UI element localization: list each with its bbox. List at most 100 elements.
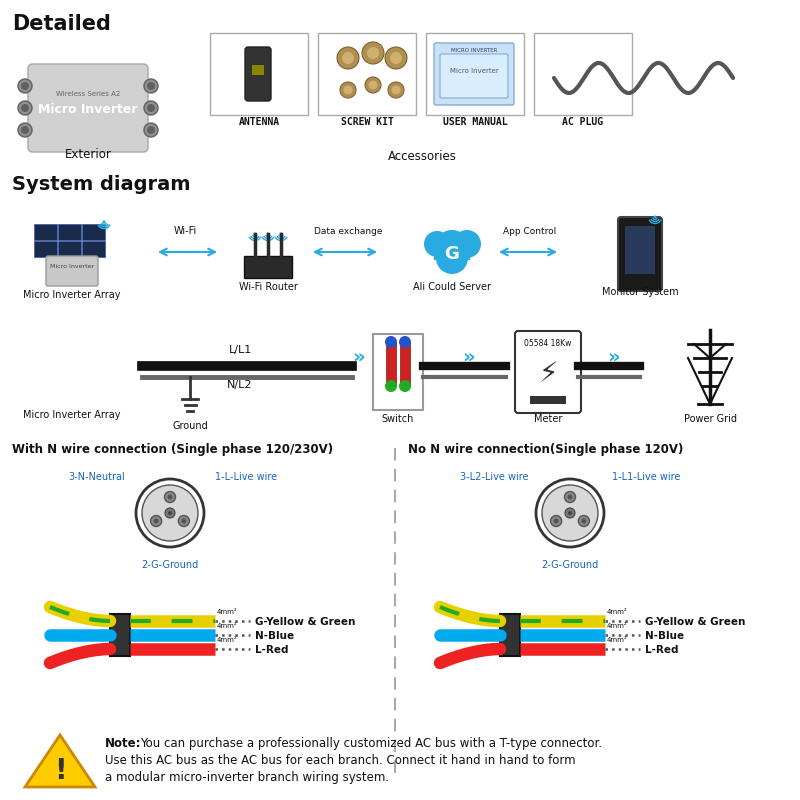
Circle shape: [567, 494, 573, 499]
Circle shape: [102, 221, 106, 223]
Text: Ground: Ground: [172, 421, 208, 431]
Text: L-Red: L-Red: [645, 645, 678, 655]
Bar: [110, 614, 130, 656]
Circle shape: [582, 518, 586, 523]
Text: 2-G-Ground: 2-G-Ground: [542, 560, 598, 570]
Text: L/L1: L/L1: [228, 345, 252, 355]
Circle shape: [18, 123, 32, 137]
Bar: [534, 33, 632, 115]
Circle shape: [568, 511, 572, 515]
FancyBboxPatch shape: [46, 256, 98, 286]
Text: »: »: [606, 347, 619, 366]
Bar: [386, 342, 396, 386]
Circle shape: [388, 82, 404, 98]
Text: N/L2: N/L2: [227, 380, 253, 390]
Circle shape: [337, 47, 359, 69]
Circle shape: [565, 508, 575, 518]
Text: Exterior: Exterior: [65, 148, 111, 161]
FancyBboxPatch shape: [515, 331, 581, 413]
Bar: [34, 224, 57, 240]
Text: N-Blue: N-Blue: [255, 631, 294, 641]
Text: Switch: Switch: [382, 414, 414, 424]
Text: Micro Inverter Array: Micro Inverter Array: [23, 410, 121, 420]
Bar: [34, 241, 57, 257]
Text: 2-G-Ground: 2-G-Ground: [142, 560, 198, 570]
Circle shape: [168, 511, 172, 515]
Text: Accessories: Accessories: [387, 150, 457, 163]
Circle shape: [550, 515, 562, 526]
FancyBboxPatch shape: [434, 43, 514, 105]
Circle shape: [147, 104, 155, 112]
Circle shape: [266, 233, 270, 235]
Text: !: !: [54, 757, 66, 785]
Text: Micro Inverter: Micro Inverter: [450, 68, 498, 74]
FancyBboxPatch shape: [28, 64, 148, 152]
Text: Power Grid: Power Grid: [683, 414, 737, 424]
Text: 4mm²: 4mm²: [217, 623, 238, 629]
Circle shape: [399, 336, 411, 348]
Circle shape: [150, 515, 162, 526]
Circle shape: [147, 82, 155, 90]
Circle shape: [18, 101, 32, 115]
Bar: [625, 226, 655, 274]
Circle shape: [342, 52, 354, 64]
Text: 3-L2-Live wire: 3-L2-Live wire: [459, 472, 528, 482]
Text: You can purchase a professionally customized AC bus with a T-type connector.: You can purchase a professionally custom…: [140, 737, 602, 750]
Circle shape: [565, 491, 575, 502]
Circle shape: [165, 491, 175, 502]
Circle shape: [554, 518, 558, 523]
Circle shape: [344, 86, 352, 94]
Circle shape: [385, 336, 397, 348]
Circle shape: [144, 79, 158, 93]
Text: Data exchange: Data exchange: [314, 227, 382, 236]
Bar: [373, 334, 423, 410]
Text: SCREW KIT: SCREW KIT: [341, 117, 394, 127]
Text: Micro Inverter: Micro Inverter: [38, 103, 138, 116]
Text: G-Yellow & Green: G-Yellow & Green: [645, 617, 746, 627]
Text: MICRO INVERTER: MICRO INVERTER: [451, 48, 497, 53]
Circle shape: [142, 485, 198, 541]
Circle shape: [178, 515, 190, 526]
Circle shape: [385, 380, 397, 392]
Circle shape: [167, 494, 173, 499]
Text: 4mm²: 4mm²: [607, 623, 628, 629]
Bar: [82, 224, 105, 240]
Text: Micro Inverter: Micro Inverter: [50, 264, 94, 269]
Circle shape: [154, 518, 158, 523]
Text: System diagram: System diagram: [12, 175, 190, 194]
Circle shape: [542, 485, 598, 541]
FancyBboxPatch shape: [440, 54, 508, 98]
Circle shape: [453, 230, 481, 258]
Text: USER MANUAL: USER MANUAL: [442, 117, 507, 127]
Circle shape: [369, 81, 378, 90]
Text: G-Yellow & Green: G-Yellow & Green: [255, 617, 355, 627]
Text: Note:: Note:: [105, 737, 142, 750]
Circle shape: [424, 231, 450, 257]
Circle shape: [362, 42, 384, 64]
Text: Detailed: Detailed: [12, 14, 111, 34]
Circle shape: [367, 47, 379, 59]
Text: 4mm²: 4mm²: [607, 637, 628, 643]
Text: Wi-Fi: Wi-Fi: [174, 226, 197, 236]
Circle shape: [365, 77, 381, 93]
Bar: [400, 342, 410, 386]
Circle shape: [436, 242, 468, 274]
Polygon shape: [25, 735, 95, 787]
Circle shape: [21, 104, 29, 112]
Circle shape: [182, 518, 186, 523]
Circle shape: [21, 126, 29, 134]
Text: ⚡: ⚡: [538, 360, 558, 388]
Circle shape: [578, 515, 590, 526]
Bar: [252, 65, 264, 75]
Text: 1-L-Live wire: 1-L-Live wire: [215, 472, 277, 482]
Bar: [210, 33, 308, 115]
Text: a modular micro-inverter branch wiring system.: a modular micro-inverter branch wiring s…: [105, 771, 389, 784]
Circle shape: [654, 215, 657, 218]
Text: N-Blue: N-Blue: [645, 631, 684, 641]
Circle shape: [536, 479, 604, 547]
Text: 4mm²: 4mm²: [217, 609, 238, 615]
Circle shape: [136, 479, 204, 547]
Circle shape: [147, 126, 155, 134]
Bar: [58, 224, 81, 240]
Circle shape: [165, 508, 175, 518]
